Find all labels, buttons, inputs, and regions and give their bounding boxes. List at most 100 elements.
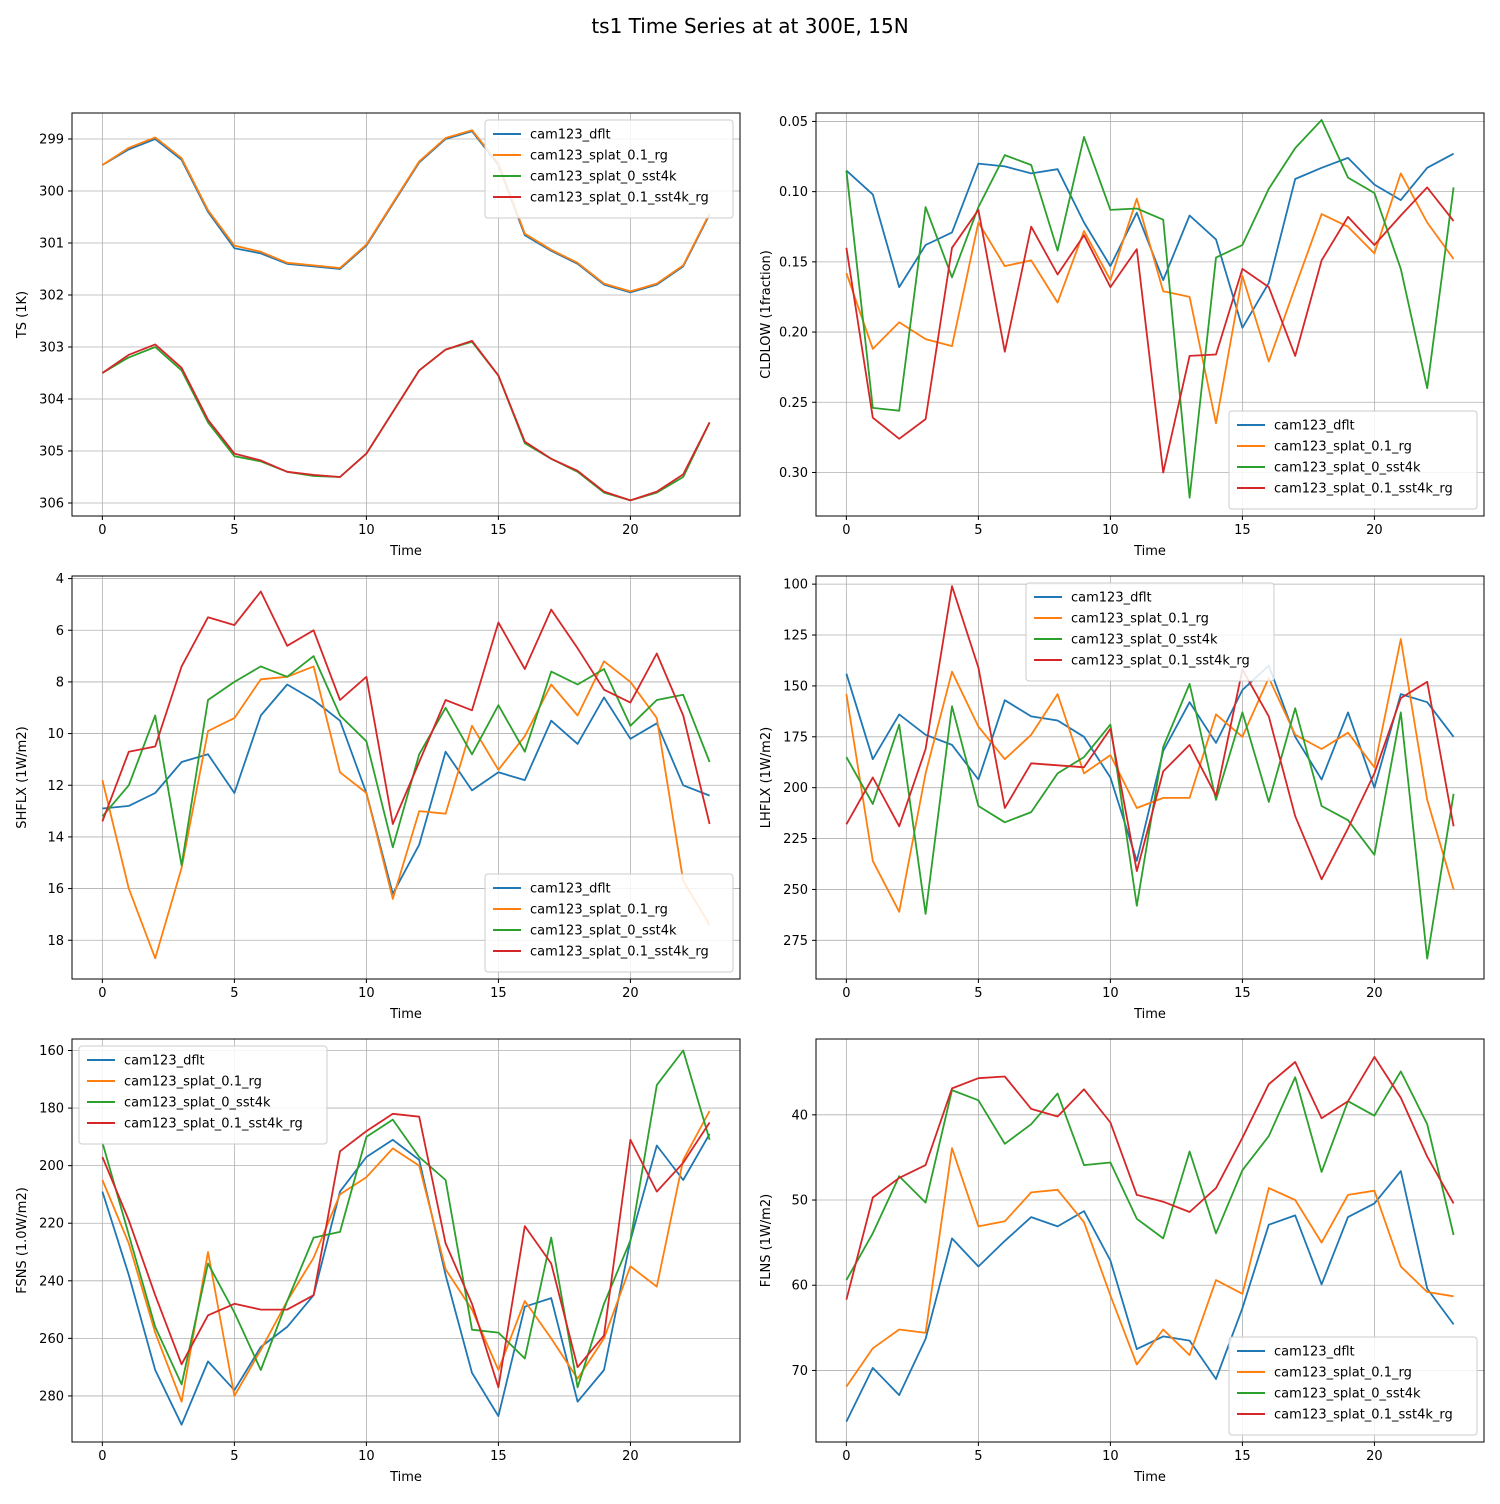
x-tick-label: 0	[842, 986, 850, 1001]
y-tick-label: 100	[783, 578, 808, 593]
y-axis-label: SHFLX (1W/m2)	[15, 726, 30, 828]
x-tick-label: 20	[622, 1449, 639, 1464]
x-tick-label: 5	[974, 986, 982, 1001]
x-tick-label: 10	[1102, 986, 1119, 1001]
y-tick-label: 6	[56, 624, 64, 639]
legend-label: cam123_splat_0_sst4k	[530, 924, 677, 939]
y-tick-label: 240	[39, 1274, 64, 1289]
y-tick-label: 175	[783, 730, 808, 745]
x-tick-label: 10	[358, 523, 375, 538]
axes-frame	[71, 575, 741, 980]
y-tick-label: 180	[39, 1102, 64, 1117]
legend-label: cam123_splat_0_sst4k	[1071, 633, 1218, 648]
legend-label: cam123_splat_0.1_sst4k_rg	[1071, 654, 1250, 669]
x-tick-label: 5	[230, 523, 238, 538]
y-tick-label: 16	[47, 882, 64, 897]
legend-label: cam123_splat_0.1_sst4k_rg	[530, 191, 709, 206]
series-line-3	[845, 683, 1455, 960]
y-tick-label: 0.20	[779, 326, 808, 341]
y-tick-label: 14	[47, 830, 64, 845]
legend-label: cam123_splat_0.1_sst4k_rg	[530, 945, 709, 960]
y-tick-label: 304	[39, 393, 64, 408]
y-axis-label: LHFLX (1W/m2)	[759, 727, 774, 828]
y-axis-label: TS (1K)	[15, 291, 30, 339]
y-axis-label: FLNS (1W/m2)	[759, 1194, 774, 1287]
y-tick-label: 50	[791, 1194, 808, 1209]
legend-label: cam123_splat_0.1_rg	[124, 1075, 262, 1090]
legend-label: cam123_splat_0.1_sst4k_rg	[1274, 1408, 1453, 1423]
series-line-1	[101, 1133, 711, 1426]
legend-label: cam123_splat_0.1_sst4k_rg	[1274, 482, 1453, 497]
y-tick-label: 305	[39, 445, 64, 460]
series-line-4	[101, 1112, 711, 1389]
y-tick-label: 160	[39, 1044, 64, 1059]
x-tick-label: 20	[1366, 986, 1383, 1001]
y-tick-label: 306	[39, 497, 64, 512]
x-tick-label: 20	[1366, 523, 1383, 538]
legend-label: cam123_dflt	[124, 1054, 205, 1069]
legend-label: cam123_dflt	[530, 128, 611, 143]
y-tick-label: 125	[783, 629, 808, 644]
x-axis-label: Time	[389, 1470, 422, 1485]
series-line-2	[845, 638, 1455, 913]
y-tick-label: 0.15	[779, 255, 808, 270]
y-tick-label: 302	[39, 289, 64, 304]
x-tick-label: 10	[1102, 523, 1119, 538]
x-tick-label: 20	[622, 523, 639, 538]
series-line-3	[101, 655, 711, 867]
x-tick-label: 15	[1234, 1449, 1251, 1464]
legend-label: cam123_splat_0.1_rg	[1274, 1366, 1412, 1381]
series-line-3	[101, 1049, 711, 1389]
y-tick-label: 70	[791, 1364, 808, 1379]
y-tick-label: 275	[783, 934, 808, 949]
x-tick-label: 15	[490, 986, 507, 1001]
legend-label: cam123_dflt	[1274, 1345, 1355, 1360]
x-tick-label: 20	[622, 986, 639, 1001]
y-axis-label: FSNS (1.0W/m2)	[15, 1187, 30, 1294]
x-tick-label: 15	[1234, 986, 1251, 1001]
y-tick-label: 150	[783, 679, 808, 694]
series-line-3	[101, 340, 711, 502]
series-line-4	[845, 1056, 1455, 1300]
axes-frame	[71, 112, 741, 517]
legend-label: cam123_dflt	[1071, 591, 1152, 606]
series-line-2	[101, 660, 711, 960]
legend-label: cam123_splat_0_sst4k	[124, 1096, 271, 1111]
series-line-4	[845, 585, 1455, 881]
y-tick-label: 0.25	[779, 396, 808, 411]
legend-box	[78, 1045, 328, 1145]
y-tick-label: 200	[39, 1159, 64, 1174]
x-tick-label: 0	[842, 523, 850, 538]
y-tick-label: 10	[47, 727, 64, 742]
x-tick-label: 15	[1234, 523, 1251, 538]
y-tick-label: 220	[39, 1217, 64, 1232]
x-axis-label: Time	[1133, 1007, 1166, 1022]
x-tick-label: 5	[230, 1449, 238, 1464]
subplot-4: 0 5 10 15 20 100 125 150 175 200 225 250 275 Time LHFL…	[759, 575, 1485, 1022]
y-tick-label: 60	[791, 1279, 808, 1294]
legend-label: cam123_dflt	[530, 882, 611, 897]
legend-label: cam123_splat_0.1_sst4k_rg	[124, 1117, 303, 1132]
x-axis-label: Time	[389, 544, 422, 559]
y-tick-label: 301	[39, 237, 64, 252]
legend-box	[1228, 410, 1478, 510]
x-tick-label: 15	[490, 523, 507, 538]
x-axis-label: Time	[389, 1007, 422, 1022]
legend: cam123_dflt cam123_splat_0.1_rg cam123_spl…	[484, 119, 734, 219]
axes-frame	[815, 1038, 1485, 1443]
x-tick-label: 15	[490, 1449, 507, 1464]
y-axis-label: CLDLOW (1fraction)	[759, 250, 774, 379]
x-axis-label: Time	[1133, 1470, 1166, 1485]
legend-label: cam123_splat_0_sst4k	[530, 170, 677, 185]
x-tick-label: 10	[1102, 1449, 1119, 1464]
series-line-2	[101, 1110, 711, 1403]
series-line-3	[845, 119, 1455, 499]
y-tick-label: 303	[39, 341, 64, 356]
x-tick-label: 10	[358, 986, 375, 1001]
y-tick-label: 299	[39, 133, 64, 148]
series-line-2	[845, 1147, 1454, 1388]
x-tick-label: 0	[842, 1449, 850, 1464]
subplot-5: 0 5 10 15 20 160 180 200 220 240 260 280 Time FSNS (1…	[15, 1038, 741, 1485]
